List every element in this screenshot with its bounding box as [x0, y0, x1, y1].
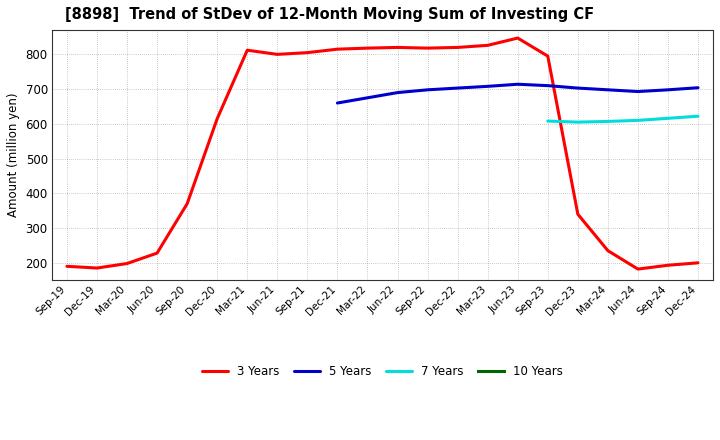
Line: 5 Years: 5 Years — [338, 84, 698, 103]
Y-axis label: Amount (million yen): Amount (million yen) — [7, 93, 20, 217]
3 Years — [243, 48, 251, 53]
3 Years — [303, 50, 312, 55]
3 Years — [63, 264, 71, 269]
Line: 3 Years: 3 Years — [67, 38, 698, 269]
5 Years — [423, 87, 432, 92]
5 Years — [544, 83, 552, 88]
3 Years — [664, 263, 672, 268]
5 Years — [483, 84, 492, 89]
3 Years — [423, 45, 432, 51]
Line: 7 Years: 7 Years — [548, 116, 698, 122]
5 Years — [513, 81, 522, 87]
7 Years — [574, 120, 582, 125]
5 Years — [634, 89, 642, 94]
3 Years — [363, 45, 372, 51]
3 Years — [273, 52, 282, 57]
5 Years — [603, 87, 612, 92]
Text: [8898]  Trend of StDev of 12-Month Moving Sum of Investing CF: [8898] Trend of StDev of 12-Month Moving… — [65, 7, 594, 22]
5 Years — [363, 95, 372, 100]
Legend: 3 Years, 5 Years, 7 Years, 10 Years: 3 Years, 5 Years, 7 Years, 10 Years — [197, 360, 568, 383]
5 Years — [454, 85, 462, 91]
5 Years — [693, 85, 702, 90]
7 Years — [603, 119, 612, 124]
3 Years — [483, 43, 492, 48]
5 Years — [393, 90, 402, 95]
3 Years — [603, 248, 612, 253]
3 Years — [333, 47, 342, 52]
3 Years — [122, 261, 131, 266]
3 Years — [454, 45, 462, 50]
3 Years — [544, 54, 552, 59]
5 Years — [333, 100, 342, 106]
3 Years — [513, 35, 522, 40]
7 Years — [634, 118, 642, 123]
7 Years — [664, 116, 672, 121]
5 Years — [664, 87, 672, 92]
3 Years — [693, 260, 702, 265]
3 Years — [574, 212, 582, 217]
7 Years — [693, 114, 702, 119]
5 Years — [574, 85, 582, 91]
3 Years — [213, 116, 222, 121]
3 Years — [153, 250, 161, 256]
3 Years — [183, 201, 192, 206]
3 Years — [393, 45, 402, 50]
7 Years — [544, 118, 552, 124]
3 Years — [93, 265, 102, 271]
3 Years — [634, 267, 642, 272]
